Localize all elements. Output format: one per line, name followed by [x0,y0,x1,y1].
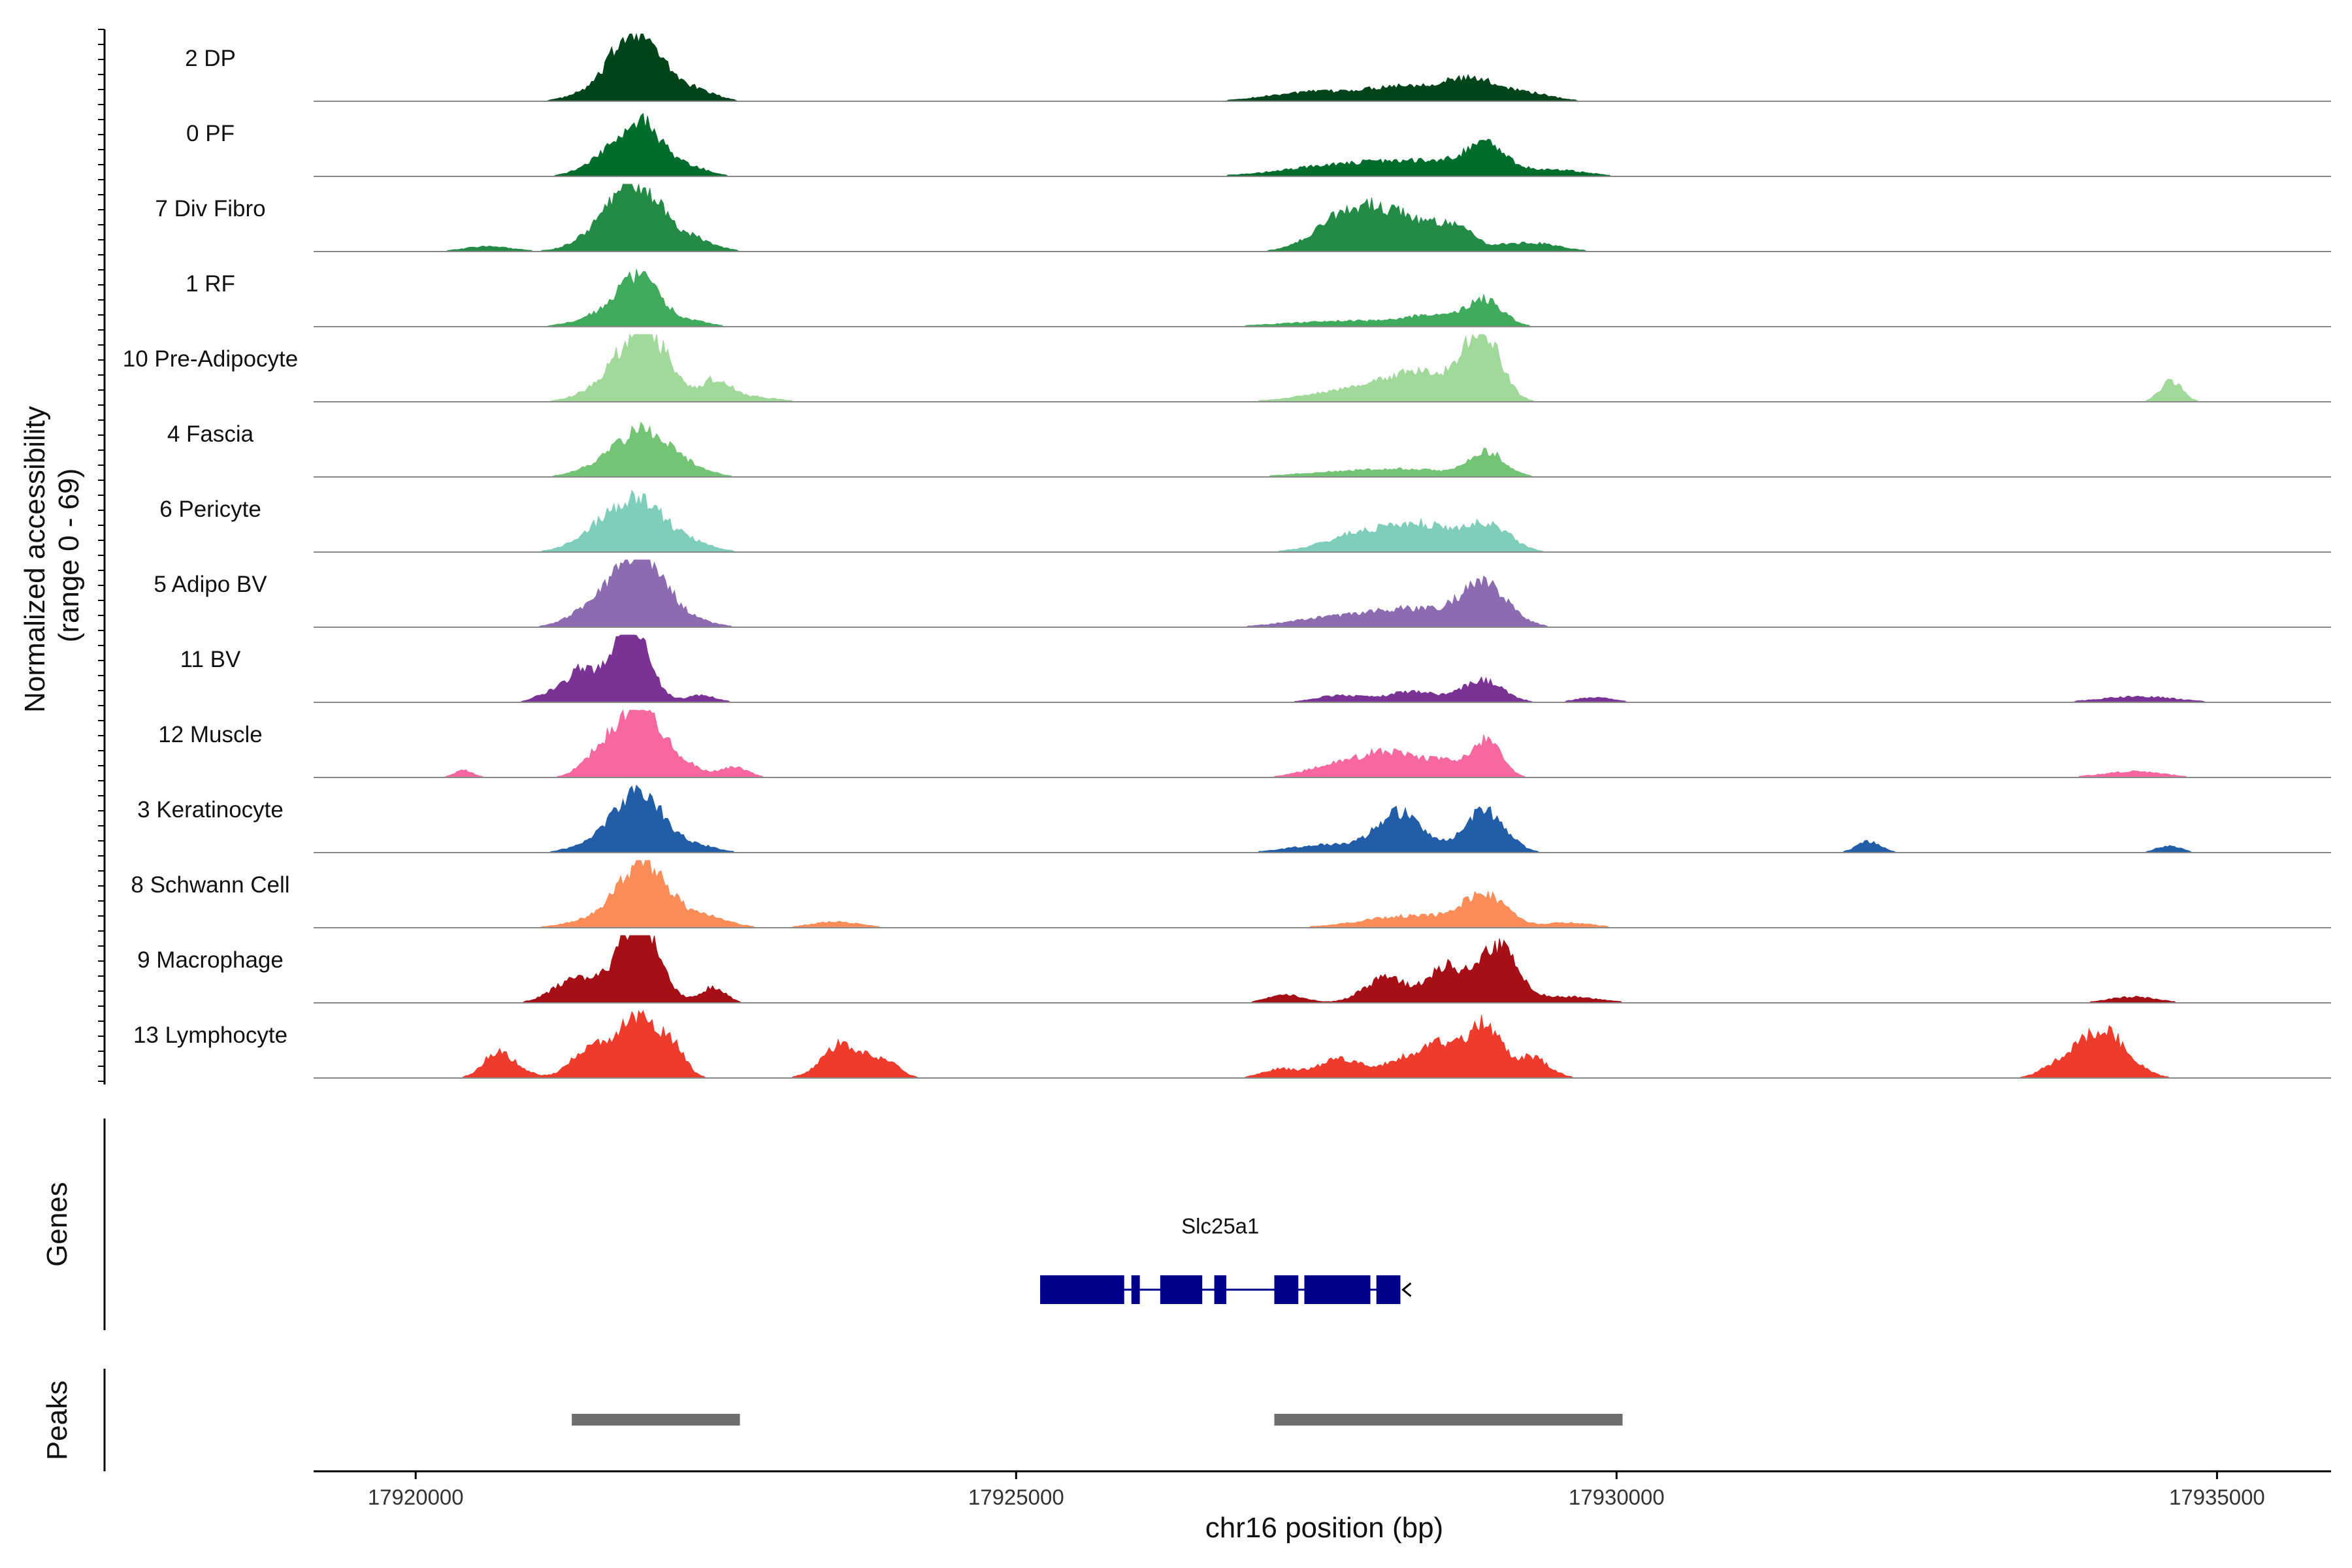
x-axis-ticks: 17920000 17925000 17930000 17935000 [368,1471,2265,1509]
track-label: 7 Div Fibro [155,196,265,221]
track-3-keratinocyte: 3 Keratinocyte [137,784,2331,853]
track-label: 13 Lymphocyte [133,1022,287,1048]
track-12-muscle: 12 Muscle [158,709,2331,778]
y-axis [98,29,106,1085]
coverage-area [314,860,2331,928]
gene-exon [1214,1275,1226,1304]
coverage-tracks: 2 DP 0 PF 7 Div Fibro 1 RF 10 Pre-Adipocyte 4… [123,33,2331,1079]
x-tick-label: 17925000 [968,1485,1064,1509]
x-tick-label: 17930000 [1569,1485,1665,1509]
track-0-pf: 0 PF [186,112,2331,177]
coverage-area [314,709,2331,778]
coverage-area [314,559,2331,628]
track-4-fascia: 4 Fascia [167,421,2331,478]
coverage-area [314,784,2331,853]
gene-exon [1131,1275,1140,1304]
coverage-area [314,33,2331,102]
track-label: 10 Pre-Adipocyte [123,346,298,372]
track-11-bv: 11 BV [180,634,2331,703]
peaks-panel-label: Peaks [41,1380,73,1460]
track-label: 2 DP [185,46,236,71]
track-8-schwann-cell: 8 Schwann Cell [131,860,2331,928]
track-13-lymphocyte: 13 Lymphocyte [133,1009,2331,1079]
track-label: 11 BV [180,647,241,672]
coverage-area [314,333,2331,402]
track-label: 4 Fascia [167,421,254,447]
y-axis-title: Normalized accessibility (range 0 - 69) [19,398,85,713]
track-label: 6 Pericyte [159,497,261,522]
coverage-area [314,1009,2331,1079]
gene-exon [1274,1275,1299,1304]
x-tick-label: 17920000 [368,1485,464,1509]
x-axis-title: chr16 position (bp) [1205,1512,1443,1544]
x-tick-label: 17935000 [2169,1485,2265,1509]
gene-name-label: Slc25a1 [1181,1214,1259,1238]
genes-panel-label: Genes [41,1182,73,1267]
track-label: 3 Keratinocyte [137,797,284,823]
strand-arrow-icon [1401,1282,1412,1298]
coverage-area [314,184,2331,252]
track-label: 5 Adipo BV [154,572,267,597]
track-label: 9 Macrophage [137,947,284,973]
peak-region [572,1414,740,1426]
coverage-area [314,269,2331,327]
track-label: 0 PF [186,121,235,146]
track-label: 8 Schwann Cell [131,872,289,898]
y-axis-title-line-2: (range 0 - 69) [53,468,85,643]
track-10-pre-adipocyte: 10 Pre-Adipocyte [123,333,2331,402]
y-axis-title-line-1: Normalized accessibility [19,406,51,712]
coverage-area [314,634,2331,703]
gene-exon [1040,1275,1124,1304]
gene-exon [1304,1275,1371,1304]
track-7-div-fibro: 7 Div Fibro [155,184,2331,252]
peak-track [572,1414,1623,1426]
track-9-macrophage: 9 Macrophage [137,935,2331,1004]
coverage-area [314,112,2331,177]
track-2-dp: 2 DP [185,33,2331,102]
coverage-area [314,935,2331,1004]
track-6-pericyte: 6 Pericyte [159,489,2331,553]
coverage-area [314,421,2331,478]
gene-exon [1160,1275,1203,1304]
track-1-rf: 1 RF [186,269,2331,327]
track-label: 12 Muscle [158,722,263,747]
gene-track: Slc25a1 [1040,1214,1412,1304]
track-label: 1 RF [186,271,235,297]
track-5-adipo-bv: 5 Adipo BV [154,559,2331,628]
gene-exon [1376,1275,1401,1304]
peak-region [1274,1414,1623,1426]
coverage-area [314,489,2331,553]
